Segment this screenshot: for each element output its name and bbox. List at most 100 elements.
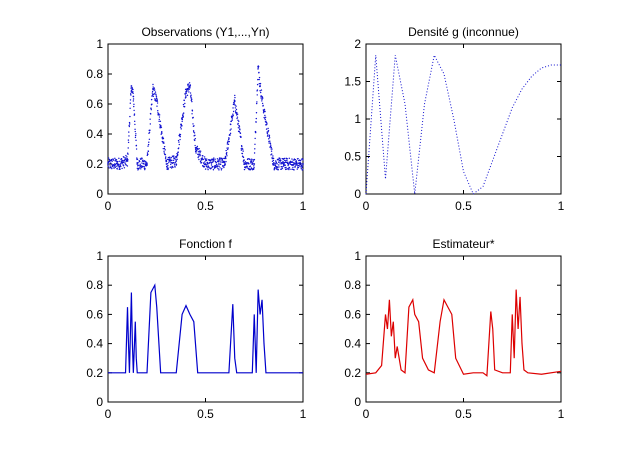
- data-point: [142, 159, 144, 161]
- data-point: [132, 92, 134, 94]
- data-point: [243, 168, 246, 171]
- y-tick-label: 1: [354, 249, 361, 263]
- data-point: [177, 154, 179, 156]
- data-point: [253, 165, 255, 167]
- data-point: [147, 150, 150, 153]
- data-point: [261, 98, 263, 101]
- data-point: [199, 154, 201, 156]
- data-point: [193, 132, 196, 134]
- data-point: [295, 164, 297, 166]
- data-point: [292, 166, 294, 169]
- data-point: [294, 159, 297, 161]
- data-point: [206, 167, 209, 169]
- data-point: [158, 113, 160, 115]
- data-point: [247, 167, 249, 169]
- data-point: [185, 95, 187, 97]
- data-point: [261, 102, 264, 105]
- data-point: [232, 114, 234, 117]
- data-point: [210, 161, 212, 163]
- data-point: [174, 158, 176, 160]
- data-point: [289, 163, 292, 165]
- data-point: [167, 168, 169, 171]
- y-tick-label: 0.8: [86, 278, 103, 292]
- data-point: [137, 161, 139, 164]
- y-tick-label: 0.2: [344, 366, 361, 380]
- data-point: [228, 140, 230, 143]
- data-point: [132, 100, 135, 102]
- data-point: [200, 160, 202, 162]
- data-point: [127, 159, 129, 161]
- data-point: [290, 168, 292, 170]
- data-point: [163, 147, 166, 150]
- data-point: [255, 117, 257, 120]
- data-point: [261, 96, 264, 98]
- data-point: [257, 78, 259, 81]
- data-point: [199, 150, 202, 152]
- data-point: [254, 130, 257, 133]
- y-tick-label: 0.4: [344, 337, 361, 351]
- data-point: [189, 85, 191, 88]
- data-point: [127, 141, 130, 144]
- data-point: [251, 168, 254, 171]
- data-point: [128, 125, 131, 128]
- data-point: [117, 160, 119, 163]
- data-point: [268, 142, 270, 144]
- data-point: [219, 159, 221, 161]
- data-point: [124, 162, 126, 164]
- data-point: [239, 129, 241, 131]
- y-tick-label: 0.8: [344, 278, 361, 292]
- data-point: [251, 167, 253, 170]
- data-point: [241, 152, 244, 155]
- x-tick-label: 1: [558, 199, 565, 213]
- data-point: [277, 158, 280, 160]
- data-point: [292, 163, 295, 166]
- data-point: [181, 125, 183, 127]
- y-tick-label: 0: [354, 187, 361, 201]
- data-point: [181, 118, 184, 121]
- data-point: [108, 167, 110, 169]
- data-point: [136, 167, 139, 170]
- data-point: [295, 160, 298, 162]
- data-point: [154, 93, 157, 95]
- data-point: [132, 95, 135, 98]
- y-tick-label: 0: [96, 187, 103, 201]
- data-point: [302, 159, 304, 161]
- data-point: [292, 164, 294, 167]
- data-point: [113, 167, 115, 169]
- data-point: [191, 110, 194, 112]
- data-point: [161, 132, 163, 134]
- data-point: [275, 162, 278, 164]
- data-point: [111, 167, 113, 170]
- data-point: [238, 120, 240, 122]
- data-point: [257, 67, 259, 69]
- data-point: [171, 159, 173, 161]
- data-point: [254, 148, 256, 150]
- data-point: [148, 141, 150, 143]
- data-point: [262, 112, 265, 114]
- data-point: [269, 143, 272, 145]
- data-point: [216, 158, 219, 160]
- data-point: [260, 97, 262, 99]
- data-point: [181, 120, 183, 123]
- data-point: [259, 82, 262, 85]
- data-point: [179, 126, 182, 128]
- data-point: [287, 164, 289, 167]
- y-tick-label: 0.2: [86, 157, 103, 171]
- data-point: [259, 90, 261, 92]
- data-point: [227, 148, 229, 151]
- data-point: [291, 161, 294, 163]
- data-point: [187, 83, 189, 85]
- data-point: [185, 92, 187, 95]
- data-point: [190, 94, 192, 96]
- data-point: [287, 163, 290, 165]
- data-point: [175, 156, 178, 158]
- data-point: [286, 158, 288, 160]
- data-point: [189, 84, 192, 86]
- data-point: [211, 165, 214, 168]
- data-point: [282, 161, 284, 164]
- data-point: [223, 166, 225, 169]
- data-point: [283, 162, 286, 164]
- data-point: [168, 161, 170, 163]
- data-point: [212, 158, 215, 161]
